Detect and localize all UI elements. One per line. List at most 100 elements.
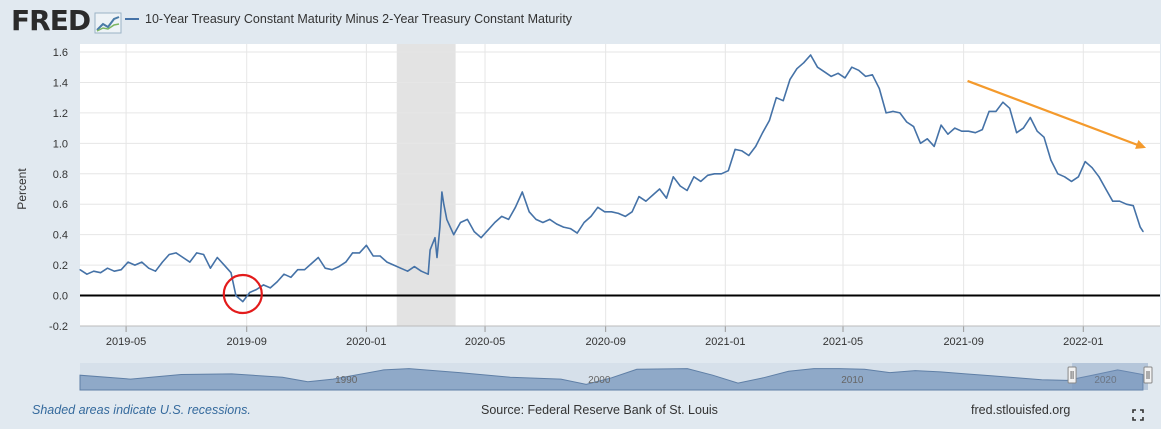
data-point bbox=[436, 256, 438, 259]
data-point bbox=[638, 196, 640, 198]
data-point bbox=[297, 269, 299, 271]
data-point bbox=[768, 119, 771, 122]
data-point bbox=[535, 218, 537, 220]
data-point bbox=[796, 68, 798, 70]
data-point bbox=[1139, 226, 1141, 228]
data-point bbox=[569, 228, 572, 230]
data-point bbox=[865, 75, 867, 77]
data-point bbox=[933, 145, 935, 147]
data-point bbox=[283, 273, 285, 275]
data-point bbox=[203, 253, 205, 256]
recession-note: Shaded areas indicate U.S. recessions. bbox=[32, 403, 251, 417]
data-point bbox=[427, 273, 429, 275]
fullscreen-icon[interactable] bbox=[1132, 409, 1144, 421]
data-point bbox=[182, 256, 184, 259]
data-point bbox=[961, 130, 963, 132]
data-point bbox=[1091, 167, 1093, 169]
data-point bbox=[386, 261, 388, 263]
data-point bbox=[304, 269, 306, 271]
data-point bbox=[161, 261, 163, 263]
data-point bbox=[590, 215, 592, 217]
data-point bbox=[748, 154, 750, 157]
data-point bbox=[1064, 176, 1066, 178]
y-tick-label: 0.0 bbox=[53, 291, 68, 303]
data-point bbox=[235, 295, 237, 297]
data-point bbox=[707, 174, 709, 176]
y-axis-label: Percent bbox=[15, 168, 29, 210]
data-point bbox=[645, 200, 647, 202]
navigator-handle-left[interactable] bbox=[1067, 366, 1077, 384]
data-point bbox=[679, 185, 681, 187]
y-tick-label: 0.2 bbox=[53, 260, 68, 272]
data-point bbox=[1029, 116, 1031, 119]
data-point bbox=[720, 173, 723, 175]
data-point bbox=[837, 72, 839, 74]
data-point bbox=[816, 66, 819, 68]
data-point bbox=[501, 215, 503, 217]
data-point bbox=[1077, 176, 1079, 178]
data-point bbox=[459, 221, 462, 224]
data-point bbox=[700, 180, 702, 182]
data-point bbox=[672, 176, 674, 178]
data-point bbox=[995, 110, 997, 112]
data-point bbox=[576, 232, 578, 234]
data-point bbox=[562, 226, 565, 228]
data-point bbox=[988, 110, 990, 112]
data-point bbox=[851, 66, 853, 68]
data-point bbox=[168, 253, 170, 256]
chart-header: FRED 10-Year Treasury Constant Maturity … bbox=[0, 0, 1161, 40]
data-point bbox=[885, 112, 887, 114]
trend-arrow-head bbox=[1135, 139, 1147, 149]
y-tick-label: 0.4 bbox=[53, 230, 68, 242]
data-point bbox=[974, 132, 977, 134]
data-point bbox=[755, 145, 757, 147]
data-point bbox=[209, 267, 211, 269]
data-point bbox=[789, 78, 791, 80]
data-point bbox=[310, 263, 312, 265]
data-point bbox=[93, 270, 95, 272]
navigator-year-label: 2010 bbox=[841, 375, 864, 386]
data-point bbox=[255, 288, 258, 291]
data-point bbox=[583, 221, 585, 224]
y-tick-label: 0.6 bbox=[53, 199, 68, 211]
data-point bbox=[528, 211, 530, 213]
data-point bbox=[844, 77, 846, 79]
y-tick-label: 1.2 bbox=[53, 108, 68, 120]
data-point bbox=[686, 189, 688, 192]
x-tick-label: 2019-05 bbox=[106, 336, 146, 348]
data-point bbox=[823, 71, 826, 73]
data-point bbox=[913, 126, 915, 128]
data-point bbox=[727, 170, 729, 172]
data-point bbox=[249, 291, 251, 294]
x-tick-label: 2019-09 bbox=[227, 336, 267, 348]
y-tick-label: 0.8 bbox=[53, 169, 68, 181]
data-point bbox=[175, 252, 177, 254]
data-point bbox=[420, 270, 422, 272]
legend-entry[interactable]: 10-Year Treasury Constant Maturity Minus… bbox=[125, 11, 572, 27]
data-point bbox=[439, 226, 441, 228]
source-text: Source: Federal Reserve Bank of St. Loui… bbox=[481, 403, 718, 417]
data-point bbox=[86, 273, 88, 275]
x-tick-label: 2022-01 bbox=[1063, 336, 1103, 348]
data-point bbox=[1098, 176, 1100, 178]
data-point bbox=[1070, 180, 1073, 182]
navigator-handle-right[interactable] bbox=[1143, 366, 1153, 384]
inversion-circle-annotation bbox=[222, 273, 263, 315]
site-link[interactable]: fred.stlouisfed.org bbox=[971, 403, 1071, 417]
data-point bbox=[134, 264, 136, 266]
data-point bbox=[407, 270, 409, 272]
data-point bbox=[365, 244, 367, 246]
data-point bbox=[196, 252, 198, 254]
navigator-selection[interactable] bbox=[1072, 363, 1148, 390]
data-point bbox=[113, 270, 115, 272]
data-point bbox=[556, 223, 558, 225]
data-point bbox=[324, 267, 326, 269]
x-tick-label: 2020-09 bbox=[585, 336, 625, 348]
data-point bbox=[652, 194, 654, 196]
data-point bbox=[79, 269, 81, 271]
legend-label: 10-Year Treasury Constant Maturity Minus… bbox=[145, 12, 573, 26]
navigator-series bbox=[79, 368, 1144, 391]
data-point bbox=[899, 112, 901, 114]
data-point bbox=[597, 206, 599, 208]
